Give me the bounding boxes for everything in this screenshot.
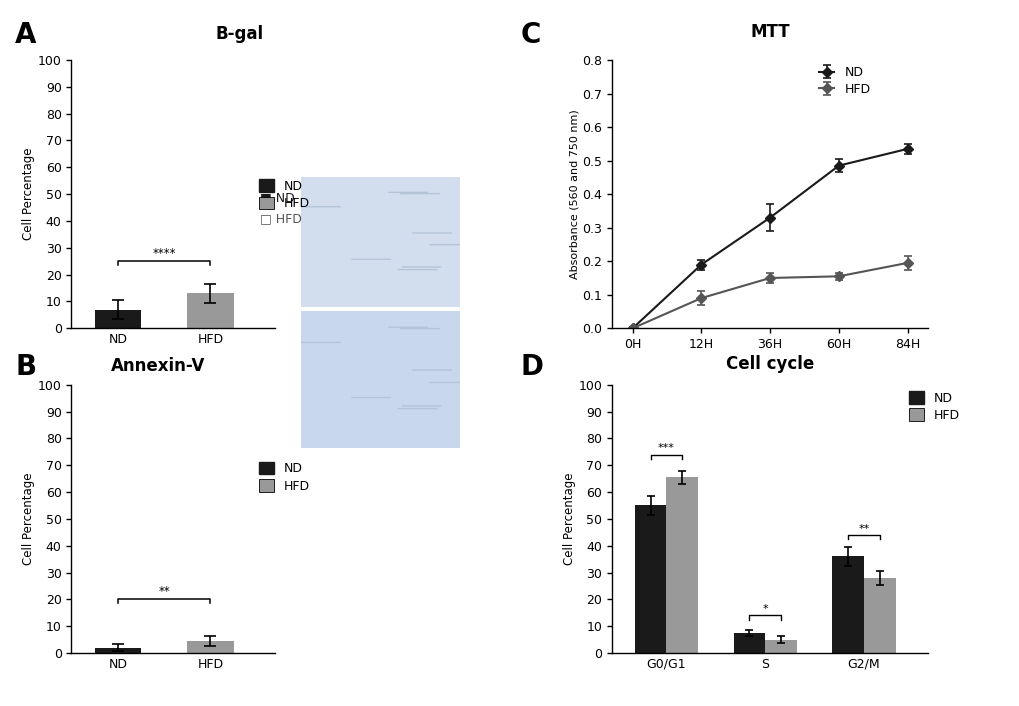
Text: *: * [761,604,767,614]
Text: □ HFD: □ HFD [260,212,302,225]
Text: B-gal: B-gal [215,25,264,42]
Bar [187,641,233,653]
Text: **: ** [158,585,170,598]
Text: C: C [520,21,540,49]
Y-axis label: Cell Percentage: Cell Percentage [22,472,35,566]
Text: MTT: MTT [750,23,789,40]
Y-axis label: Absorbance (560 and 750 nm): Absorbance (560 and 750 nm) [569,109,579,279]
Legend: ND, HFD: ND, HFD [908,391,959,422]
Bar [665,477,697,653]
Text: **: ** [858,524,869,534]
Text: ****: **** [152,247,175,260]
Legend: ND, HFD: ND, HFD [813,61,874,101]
Y-axis label: Cell Percentage: Cell Percentage [22,148,35,241]
Bar [863,578,895,653]
Text: Annexin-V: Annexin-V [111,357,205,374]
Y-axis label: Cell Percentage: Cell Percentage [562,472,575,566]
Bar [832,556,863,653]
Text: ***: *** [657,443,675,453]
Bar [634,505,665,653]
Legend: ND, HFD: ND, HFD [259,462,310,493]
Bar [187,294,233,328]
Text: D: D [520,353,543,381]
Text: B: B [15,353,37,381]
Text: Cell cycle: Cell cycle [726,355,813,373]
Text: A: A [15,21,37,49]
Bar [95,647,141,653]
Text: ■ ND: ■ ND [260,191,294,203]
Bar [764,640,796,653]
Legend: ND, HFD: ND, HFD [259,179,310,210]
Bar [733,633,764,653]
Bar [95,309,141,328]
